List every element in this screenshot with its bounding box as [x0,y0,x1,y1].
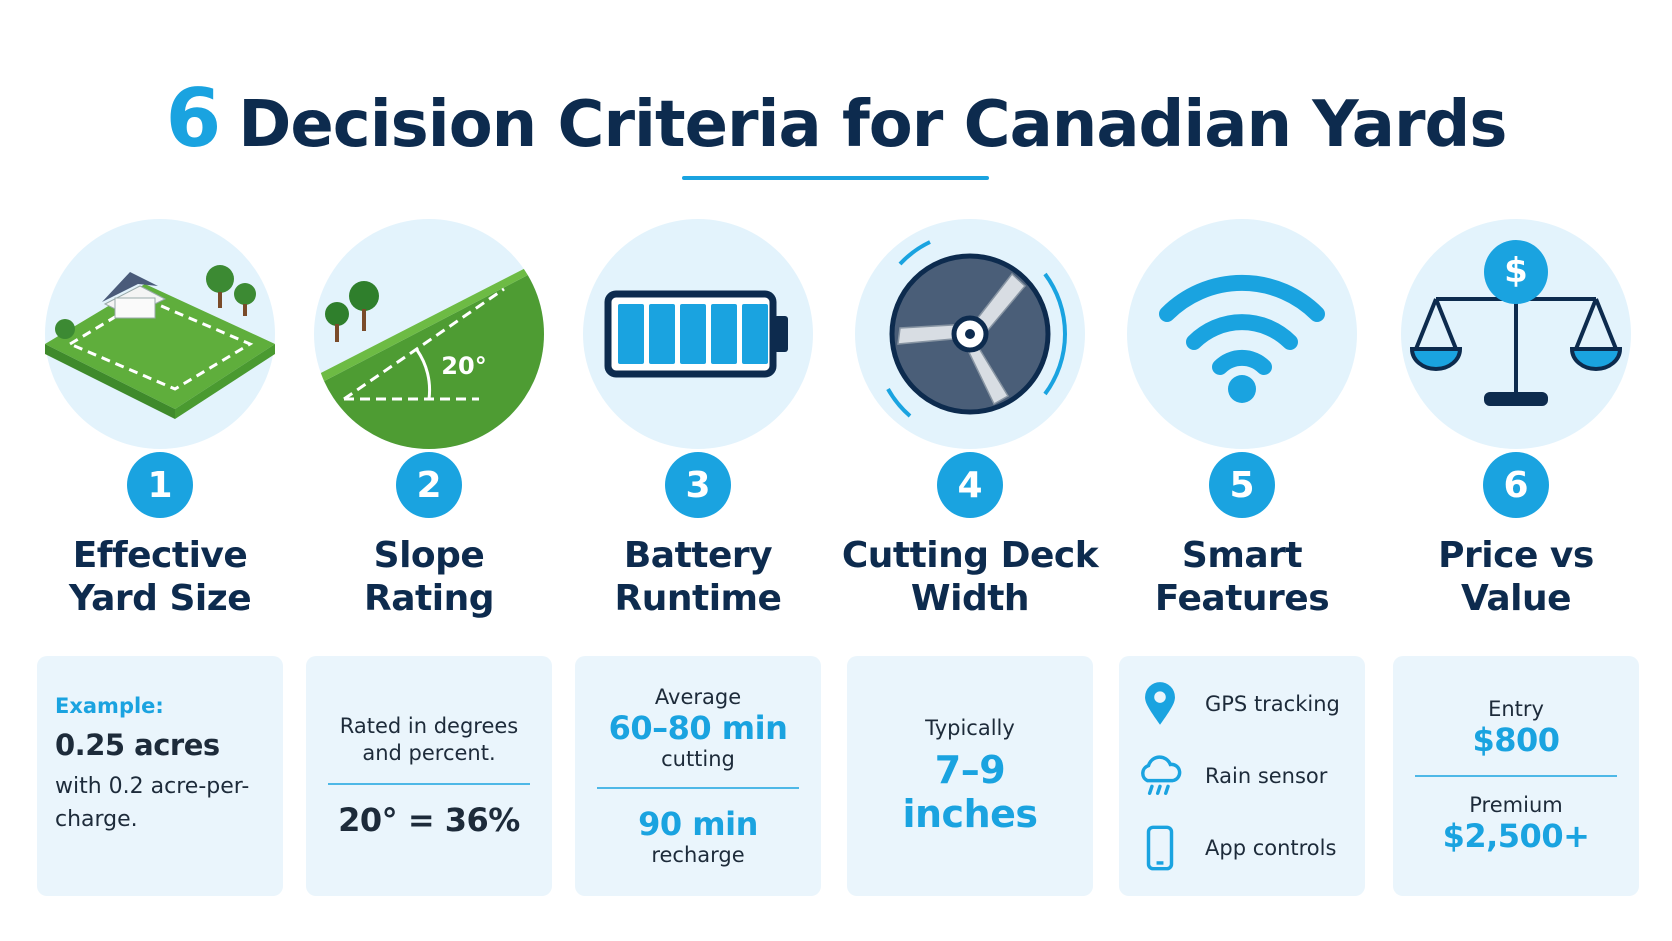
card: Average 60–80 min cutting 90 min recharge [575,656,821,896]
criterion-title: Cutting Deck Width [841,534,1099,630]
criterion: 5 Smart Features GPS tracking Rain sensor App… [1112,452,1372,896]
scales-icon: $ [1401,219,1631,449]
card-block: 90 min recharge [593,797,803,875]
card-value: $800 [1472,721,1560,759]
number-badge: 5 [1209,452,1275,518]
feature-label: GPS tracking [1205,692,1340,716]
criterion-title: Slope Rating [364,534,494,630]
slope-icon: 20° [314,219,544,449]
card-block: Premium $2,500+ [1411,785,1621,863]
title-line: Width [910,578,1030,619]
slope-angle: 20° [441,352,486,380]
feature: App controls [1137,812,1347,884]
number-badge: 1 [127,452,193,518]
title: 6 Decision Criteria for Canadian Yards [0,72,1672,165]
feature: GPS tracking [1137,668,1347,740]
card-value: 90 min [638,805,758,843]
blade-icon [855,219,1085,449]
battery-icon [583,219,813,449]
title-line: Effective [72,535,248,576]
feature-label: Rain sensor [1205,764,1328,788]
card: Rated in degrees and percent. 20° = 36% [306,656,552,896]
card: Typically 7–9 inches [847,656,1093,896]
criterion: 4 Cutting Deck Width Typically 7–9 inches [840,452,1100,896]
title-line: Smart [1181,535,1303,576]
card-value: 60–80 min [608,709,788,747]
title-line: Rating [364,578,494,619]
gps-icon [1145,682,1175,725]
card-value: 20° = 36% [338,801,520,839]
criterion-title: Effective Yard Size [68,534,252,630]
criterion-title: Price vs Value [1438,534,1594,630]
criterion: 2 Slope Rating Rated in degrees and percent… [299,452,559,896]
card-block: 20° = 36% [324,793,534,847]
criterion: 6 Price vs Value Entry $800 Premium $2,500+ [1386,452,1646,896]
title-line: Slope [373,535,485,576]
title-line: Yard Size [68,578,252,619]
wifi-icon [1127,219,1357,449]
divider [328,783,530,785]
card-value: $2,500+ [1442,817,1590,855]
title-rule [682,176,989,180]
card-note: Rated in degrees and percent. [339,714,519,765]
number-badge: 3 [665,452,731,518]
card: Entry $800 Premium $2,500+ [1393,656,1639,896]
card-note: with 0.2 acre-per-charge. [55,774,250,832]
criterion: 3 Battery Runtime Average 60–80 min cutting 90… [568,452,828,896]
card-value: 0.25 acres [55,728,220,762]
card-label: Premium [1469,793,1563,817]
card-block: Typically 7–9 inches [865,708,1075,844]
rain-icon [1141,755,1182,795]
card-block: Entry $800 [1411,689,1621,767]
divider [597,787,799,789]
card-note: cutting [661,747,735,771]
criterion-title: Battery Runtime [615,534,782,630]
number-badge: 6 [1483,452,1549,518]
title-line: Runtime [614,578,782,619]
title-number: 6 [165,72,222,165]
number-badge: 2 [396,452,462,518]
title-line: Price vs [1438,535,1594,576]
feature-label: App controls [1205,836,1337,860]
card: Example: 0.25 acres with 0.2 acre-per-char… [37,656,283,896]
card: GPS tracking Rain sensor App controls [1119,656,1365,896]
title-line: Features [1154,578,1330,619]
card-value: 7–9 inches [902,748,1038,836]
price-symbol: $ [1504,251,1528,291]
card-block: Average 60–80 min cutting [593,677,803,779]
title-line: Cutting Deck [841,535,1099,576]
criterion-title: Smart Features [1154,534,1330,630]
card-block: Rated in degrees and percent. [324,705,534,775]
card-label: Entry [1488,697,1544,721]
divider [1415,775,1617,777]
title-text: Decision Criteria for Canadian Yards [238,88,1507,162]
card-block: Example: 0.25 acres with 0.2 acre-per-char… [55,686,265,844]
criterion: 1 Effective Yard Size Example: 0.25 acres wit… [30,452,290,896]
card-label: Example: [55,694,164,718]
yard-icon [45,219,275,449]
feature: Rain sensor [1137,740,1347,812]
card-label: Typically [925,716,1015,740]
title-line: Battery [623,535,773,576]
phone-icon [1146,825,1174,871]
card-label: Average [654,685,742,709]
card-note: recharge [651,843,745,867]
title-line: Value [1460,578,1572,619]
number-badge: 4 [937,452,1003,518]
